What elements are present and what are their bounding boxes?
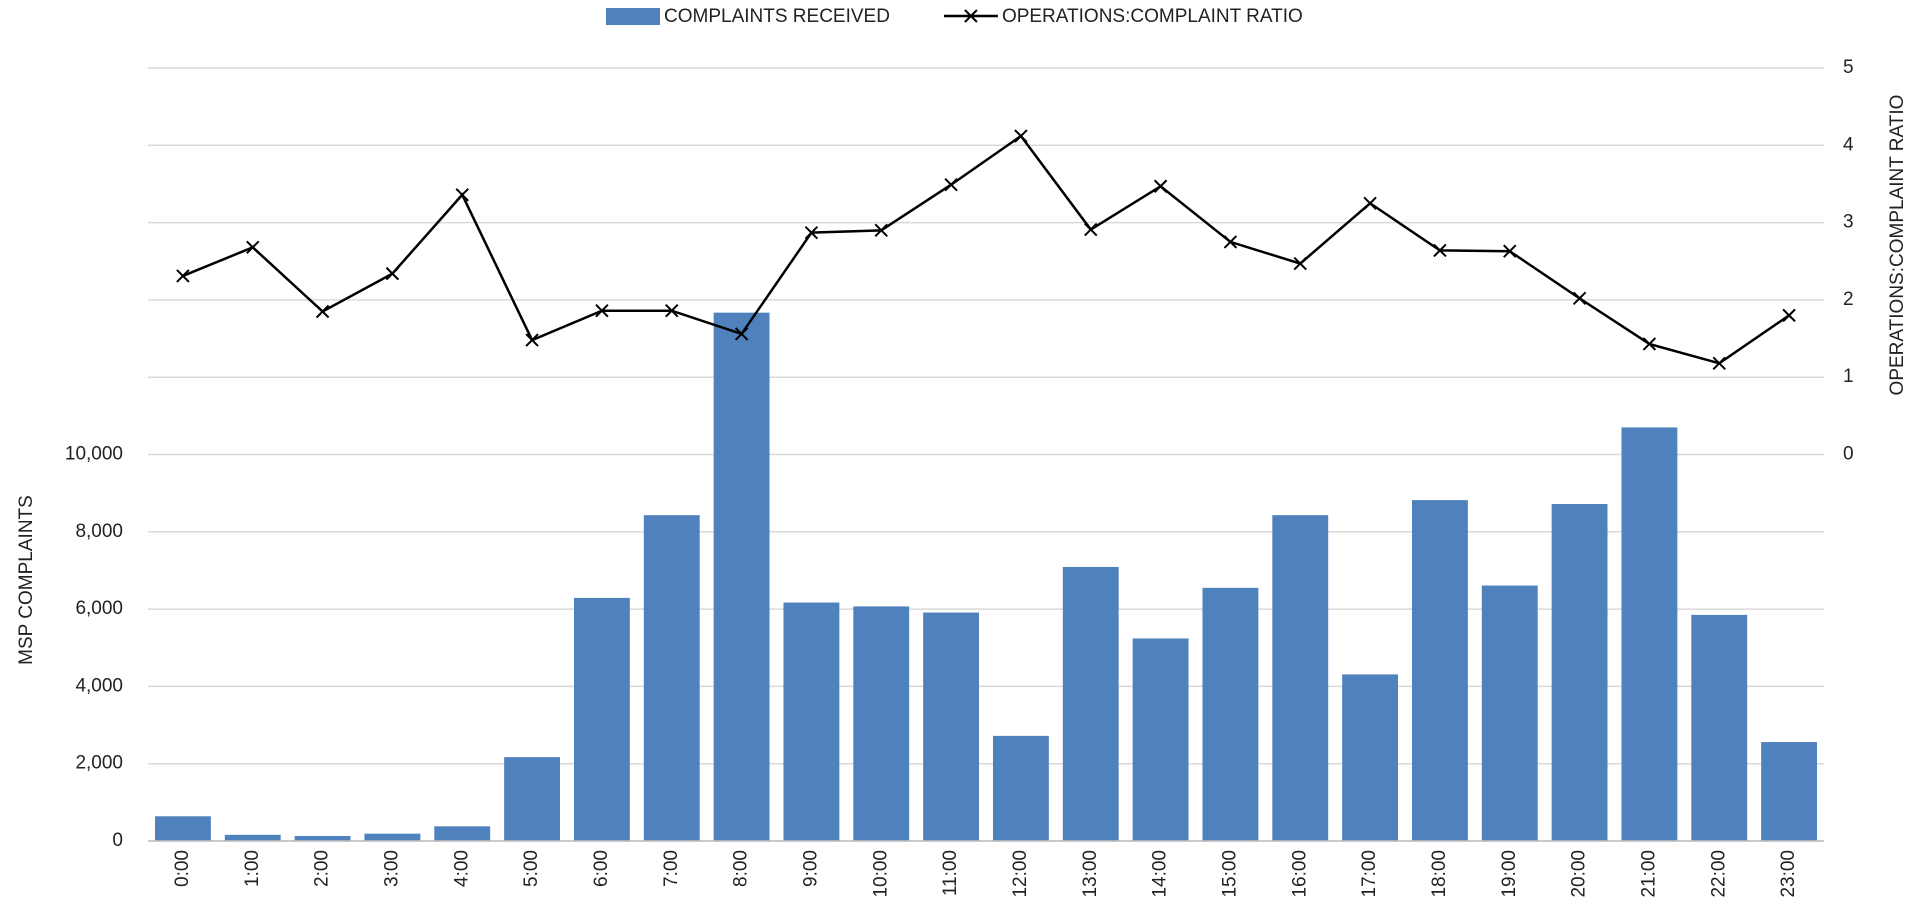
bar [992,735,1049,841]
marker [1642,337,1657,351]
bar [1621,427,1678,841]
marker [1293,256,1307,271]
marker [874,223,888,238]
marker [595,304,609,318]
y-tick-label: 8,000 [75,521,123,542]
y-tick-label: 2,000 [75,753,123,774]
legend-label: COMPLAINTS RECEIVED [664,6,890,27]
marker [1503,244,1517,258]
x-tick-label: 20:00 [1569,850,1590,898]
bar [853,606,910,841]
marker [1433,243,1447,258]
marker [1153,179,1168,193]
x-tick-label: 8:00 [731,850,752,887]
x-tick-label: 12:00 [1010,850,1031,898]
bar [1481,585,1538,841]
bar [364,833,421,841]
marker [246,240,260,255]
x-tick-label: 2:00 [312,850,333,887]
marker [315,304,330,319]
x-tick-label: 5:00 [521,850,542,887]
y-tick-label: 0 [112,830,123,851]
marker [804,225,819,240]
x-tick-label: 14:00 [1150,850,1171,898]
legend-label: OPERATIONS:COMPLAINT RATIO [1002,6,1303,27]
x-tick-label: 13:00 [1080,850,1101,898]
bar [1202,587,1259,841]
y2-tick-label: 0 [1843,444,1854,465]
bar [713,312,770,841]
y-tick-label: 4,000 [75,675,123,696]
bar [154,816,211,841]
x-tick-label: 9:00 [800,850,821,887]
y-axis-title: MSP COMPLAINTS [16,495,37,665]
x-tick-label: 21:00 [1638,850,1659,898]
bar [1342,674,1399,841]
bar [1411,500,1468,841]
marker [1014,129,1028,143]
bar [1132,638,1189,841]
y2-tick-label: 5 [1843,57,1854,78]
marker [734,327,749,341]
bar [1272,515,1329,841]
y2-tick-label: 4 [1843,134,1854,155]
x-tick-label: 16:00 [1289,850,1310,898]
x-tick-label: 1:00 [242,850,263,887]
marker [944,178,958,192]
y2-tick-label: 2 [1843,289,1854,310]
y-tick-label: 6,000 [75,598,123,619]
bar [1691,614,1748,841]
ratio-line [182,134,1790,365]
x-tick-label: 18:00 [1429,850,1450,898]
marker [1363,196,1377,210]
y2-tick-label: 1 [1843,366,1854,387]
bar [1062,566,1119,841]
bar [1551,503,1608,841]
bar [643,515,700,841]
x-tick-label: 19:00 [1499,850,1520,898]
y2-tick-label: 3 [1843,212,1854,233]
marker [1223,235,1238,249]
x-tick-label: 11:00 [940,850,961,896]
bar [224,834,281,841]
y2-axis-title: OPERATIONS:COMPLAINT RATIO [1887,95,1908,396]
x-tick-label: 6:00 [591,850,612,887]
marker [1572,291,1587,306]
bar [294,835,351,841]
marker [1782,308,1796,323]
marker [525,333,539,347]
x-tick-label: 23:00 [1778,850,1799,898]
bar [923,612,980,841]
bar [1761,742,1818,841]
marker [176,269,190,283]
x-tick-label: 22:00 [1708,850,1729,898]
bar [783,602,840,841]
bar [504,757,561,841]
marker [1084,222,1098,237]
x-tick-label: 17:00 [1359,850,1380,898]
marker [1712,356,1726,370]
x-tick-label: 3:00 [381,850,402,887]
x-tick-label: 10:00 [870,850,891,898]
x-tick-label: 15:00 [1219,850,1240,898]
x-tick-label: 7:00 [661,850,682,887]
x-tick-label: 4:00 [451,850,472,887]
bar [434,826,491,841]
legend-swatch [606,8,660,25]
marker [455,188,469,202]
bar [573,597,630,841]
legend-marker [964,9,978,23]
x-tick-label: 0:00 [172,850,193,887]
y-tick-label: 10,000 [65,444,123,465]
marker [385,266,400,281]
marker [665,304,679,318]
